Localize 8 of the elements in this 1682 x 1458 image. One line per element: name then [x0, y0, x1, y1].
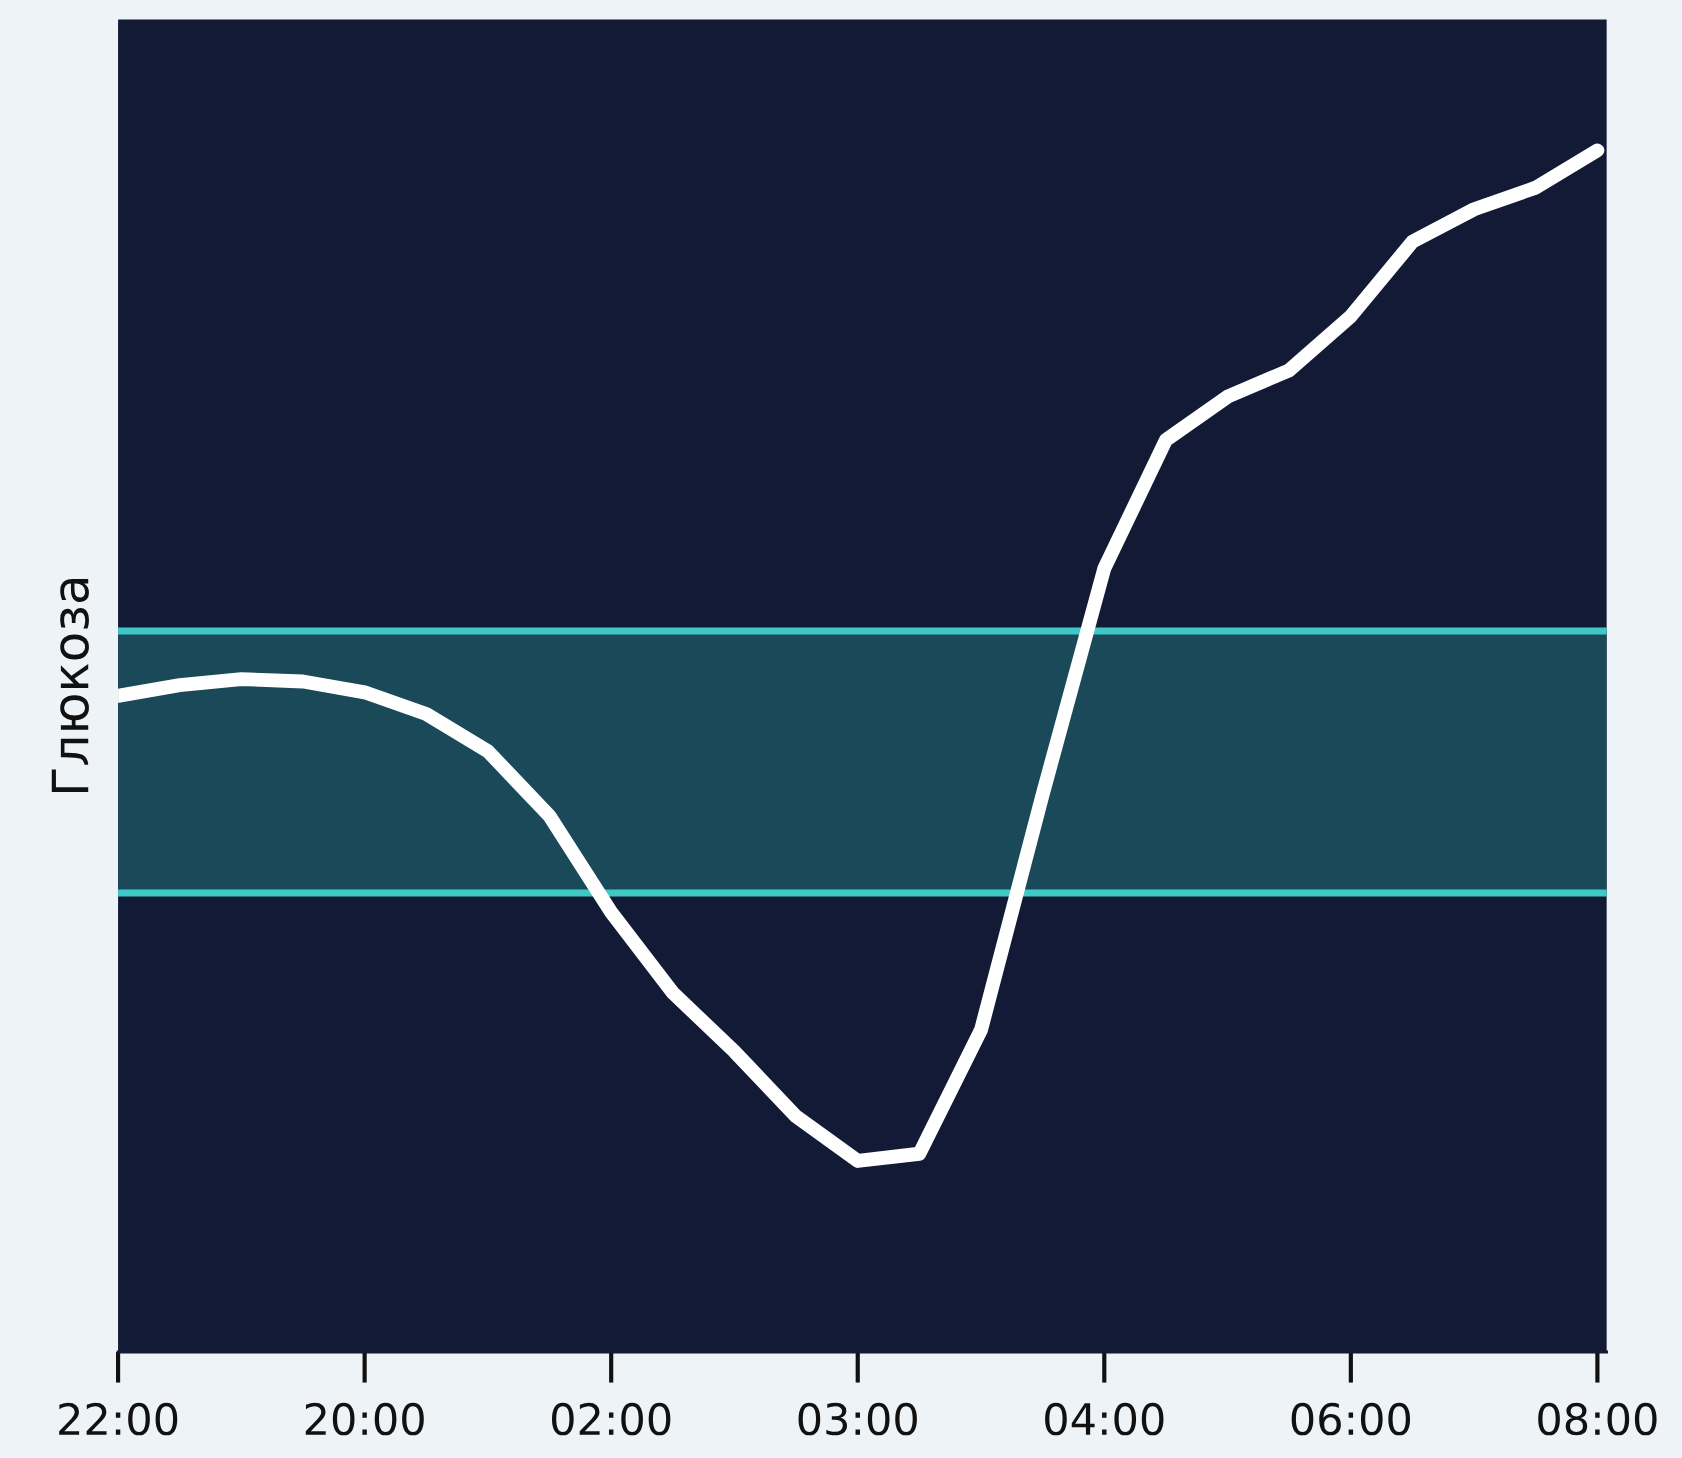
x-tick-label: 08:00 [1538, 1402, 1657, 1436]
x-tick-label: 06:00 [1291, 1402, 1411, 1436]
y-axis-title: Глюкоза [51, 578, 89, 793]
x-tick-label: 03:00 [798, 1402, 917, 1436]
x-tick-label: 22:00 [59, 1402, 178, 1436]
x-tick-label: 20:00 [305, 1402, 424, 1436]
x-tick-label: 04:00 [1045, 1402, 1164, 1436]
x-tick-label: 02:00 [551, 1402, 671, 1436]
